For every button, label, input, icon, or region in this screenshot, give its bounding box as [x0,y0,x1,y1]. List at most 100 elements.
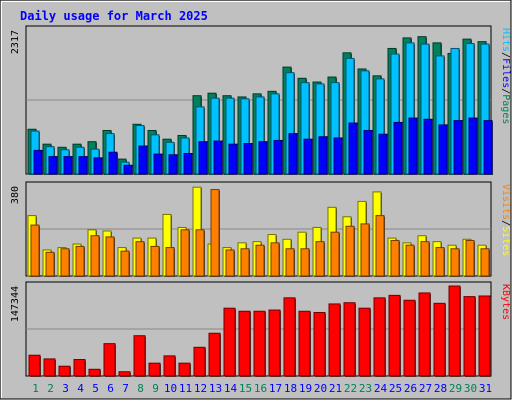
bar-kbytes-20 [313,311,326,377]
bar-kbytes-26 [403,299,416,377]
bar-sites-15 [240,248,250,277]
x-label-day-28: 28 [434,382,447,395]
bar-kbytes-28 [433,302,446,377]
bar-sites-24 [375,215,385,277]
x-label-day-7: 7 [122,382,129,395]
bar-sites-14 [225,249,235,277]
bar-kbytes-19 [298,310,311,377]
bar-pages-3 [63,156,73,175]
panel-visits-sites: 380 Visits/Sites [10,181,511,277]
bar-sites-11 [180,229,190,277]
bar-sites-7 [120,250,130,277]
bar-pages-21 [333,137,343,175]
bar-pages-25 [393,121,403,175]
x-label-day-18: 18 [284,382,297,395]
bar-kbytes-8 [133,335,146,377]
x-label-day-26: 26 [404,382,417,395]
x-label-day-21: 21 [329,382,342,395]
x-label-day-30: 30 [464,382,477,395]
bar-sites-25 [390,239,400,277]
y-max-label-hits-files-pages: 2317 [10,30,21,54]
bar-pages-24 [378,133,388,175]
x-label-day-27: 27 [419,382,432,395]
bar-pages-19 [303,138,313,175]
bar-sites-13 [210,189,220,277]
bar-kbytes-12 [193,346,206,377]
bar-sites-4 [75,245,85,277]
bar-pages-27 [423,118,433,175]
bar-sites-12 [195,229,205,277]
bar-kbytes-29 [448,285,461,377]
legend-entry: Visits [500,184,511,220]
x-label-day-29: 29 [449,382,462,395]
bar-kbytes-11 [178,362,191,377]
x-label-day-10: 10 [164,382,177,395]
bar-kbytes-9 [148,362,161,377]
x-label-day-1: 1 [32,382,39,395]
bar-kbytes-2 [43,358,56,377]
bar-pages-10 [168,154,178,175]
bar-kbytes-30 [463,296,476,377]
bar-pages-8 [138,145,148,175]
bar-sites-9 [150,245,160,277]
legend-kbytes: KBytes [500,284,511,320]
panel-highlight-top [1,1,510,2]
y-max-label-kbytes: 147344 [10,286,21,322]
bar-sites-26 [405,244,415,277]
bar-pages-31 [483,120,493,175]
bar-kbytes-6 [103,343,116,377]
chart-title: Daily usage for March 2025 [20,9,208,23]
legend-entry: / [500,88,511,94]
bar-kbytes-7 [118,371,131,377]
x-label-day-13: 13 [209,382,222,395]
bar-sites-28 [435,247,445,277]
panel-hits-files-pages: 2317 Hits/Files/Pages [10,25,511,176]
bar-sites-16 [255,244,265,277]
bar-kbytes-10 [163,355,176,377]
x-label-day-5: 5 [92,382,99,395]
x-label-day-25: 25 [389,382,402,395]
legend-entry: Hits [500,28,511,52]
x-label-day-19: 19 [299,382,312,395]
bar-pages-6 [108,151,118,175]
bar-kbytes-5 [88,368,101,377]
bar-sites-21 [330,231,340,277]
bar-sites-10 [165,247,175,277]
x-label-day-31: 31 [479,382,492,395]
x-label-day-3: 3 [62,382,69,395]
x-label-day-16: 16 [254,382,267,395]
bar-sites-8 [135,241,145,277]
bar-pages-11 [183,152,193,175]
bar-sites-18 [285,248,295,277]
bar-sites-27 [420,241,430,277]
x-label-day-2: 2 [47,382,54,395]
y-max-label-visits-sites: 380 [10,186,21,204]
bar-sites-22 [345,225,355,277]
bar-pages-14 [228,143,238,175]
x-label-day-4: 4 [77,382,84,395]
bar-sites-17 [270,242,280,277]
bar-kbytes-17 [268,309,281,377]
bar-kbytes-24 [373,297,386,377]
bar-pages-30 [468,117,478,175]
x-label-day-22: 22 [344,382,357,395]
legend-entry: Sites [500,226,511,256]
bar-kbytes-1 [28,354,41,377]
panel-highlight-left [1,1,2,398]
legend-entry: KBytes [500,284,511,320]
x-label-day-14: 14 [224,382,238,395]
bar-pages-7 [123,164,133,175]
bar-kbytes-21 [328,303,341,377]
bar-pages-13 [213,140,223,175]
legend-visits-sites: Visits/Sites [500,184,511,256]
bar-kbytes-27 [418,292,431,377]
bar-kbytes-14 [223,307,236,377]
panel-kbytes: 147344 KBytes [10,281,511,377]
x-label-day-12: 12 [194,382,207,395]
bar-sites-3 [60,248,70,277]
bar-sites-30 [465,239,475,277]
bar-pages-15 [243,143,253,175]
x-label-day-23: 23 [359,382,372,395]
bar-sites-2 [45,251,55,277]
legend-entry: Pages [500,94,511,124]
